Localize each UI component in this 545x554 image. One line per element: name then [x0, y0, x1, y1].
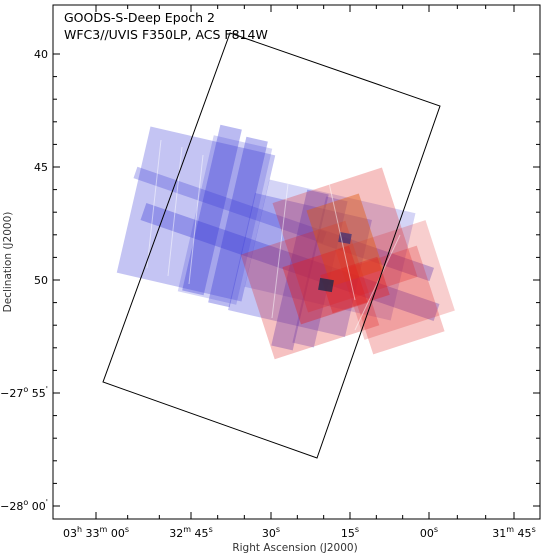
- uvis-tile: [177, 135, 273, 305]
- uvis-strip: [271, 189, 329, 351]
- overlap-core: [318, 277, 334, 293]
- x-tick-label-part: m: [506, 525, 514, 534]
- tile-seam: [146, 139, 162, 269]
- y-tick-label-part: 40: [34, 48, 48, 61]
- y-tick-label-part: 45: [34, 161, 48, 174]
- y-tick-label-part: −28: [0, 500, 23, 513]
- outline-field: [102, 32, 441, 459]
- x-tick-label-part: h: [77, 525, 82, 534]
- x-tick-label: 30s: [262, 525, 280, 540]
- uvis-tile: [244, 179, 416, 321]
- x-tick-label-part: m: [100, 525, 108, 534]
- plot-frame: [52, 4, 541, 520]
- x-tick-label-part: 32: [169, 527, 183, 540]
- uvis-strip: [182, 124, 242, 296]
- x-tick-label-part: 00: [420, 527, 434, 540]
- x-tick-label-part: 31: [492, 527, 506, 540]
- y-tick-label: −27o 55': [0, 385, 48, 400]
- y-tick-label-part: 55: [28, 387, 46, 400]
- acs-tile: [345, 245, 445, 355]
- y-tick-label: −28o 00': [0, 498, 48, 513]
- x-tick-label: 31m 45s: [492, 525, 535, 540]
- uvis-tile: [116, 126, 276, 302]
- y-tick-label: 45: [34, 161, 48, 174]
- y-tick-label-part: ': [46, 385, 48, 394]
- y-axis-title: Declination (J2000): [2, 212, 14, 313]
- y-tick-label-part: ': [46, 498, 48, 507]
- x-tick-label-part: s: [434, 525, 438, 534]
- x-tick-label-part: s: [125, 525, 129, 534]
- y-tick-label: 50: [34, 274, 48, 287]
- x-tick-label-part: s: [532, 525, 536, 534]
- x-tick-label-part: 45: [514, 527, 532, 540]
- x-tick-label-part: 33: [82, 527, 100, 540]
- uvis-strip: [292, 196, 348, 348]
- tile-seam: [188, 154, 204, 285]
- x-tick-label: 03h 33m 00s: [63, 525, 129, 540]
- x-tick-label-part: 15: [341, 527, 355, 540]
- x-tick-label-part: 30: [262, 527, 276, 540]
- x-tick-labels: 03h 33m 00s 32m 45s 30s 15s 00s 31m 45s: [63, 525, 536, 540]
- tile-seam: [167, 146, 183, 277]
- x-tick-label-part: 45: [191, 527, 209, 540]
- y-tick-label-part: o: [23, 385, 28, 394]
- footprint-tiles: [116, 124, 455, 360]
- x-tick-label-part: 03: [63, 527, 77, 540]
- uvis-strip: [208, 136, 268, 308]
- x-tick-label-part: m: [183, 525, 191, 534]
- tile-seam: [271, 183, 289, 319]
- x-axis-title: Right Ascension (J2000): [232, 542, 357, 554]
- x-tick-label-part: s: [276, 525, 280, 534]
- title-line-1: GOODS-S-Deep Epoch 2: [64, 10, 215, 25]
- uvis-tile: [228, 193, 372, 337]
- y-tick-label-part: −27: [0, 387, 23, 400]
- x-tick-label-part: 00: [107, 527, 125, 540]
- x-tick-label: 15s: [341, 525, 359, 540]
- y-tick-label-part: 50: [34, 274, 48, 287]
- tile-seam: [324, 164, 356, 301]
- y-tick-label: 40: [34, 48, 48, 61]
- uvis-strip: [140, 203, 440, 321]
- title-line-2: WFC3//UVIS F350LP, ACS F814W: [64, 27, 268, 42]
- acs-tile: [335, 220, 455, 340]
- axis-ticks: [53, 5, 540, 519]
- x-tick-label: 00s: [420, 525, 438, 540]
- uvis-strip: [133, 166, 327, 244]
- x-tick-label-part: s: [355, 525, 359, 534]
- y-tick-label-part: o: [23, 498, 28, 507]
- tile-seam: [354, 234, 401, 331]
- x-tick-label-part: s: [209, 525, 213, 534]
- y-tick-label-part: 00: [28, 500, 46, 513]
- x-tick-label: 32m 45s: [169, 525, 212, 540]
